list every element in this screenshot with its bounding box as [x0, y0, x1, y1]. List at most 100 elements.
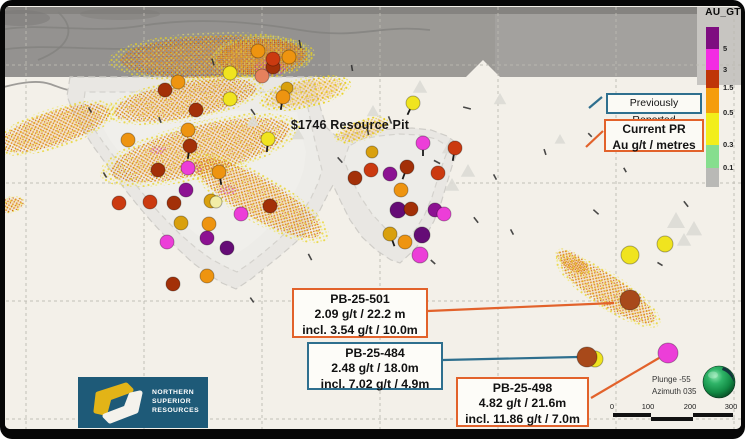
drill-collar-dot — [178, 182, 194, 198]
drill-collar-dot — [111, 195, 127, 211]
included-intercept-line: incl. 7.02 g/t / 4.9m — [320, 376, 430, 391]
annotation-pb-25-501: PB-25-501 2.09 g/t / 22.2 m incl. 3.54 g… — [292, 288, 428, 338]
drill-collar-dot — [436, 206, 452, 222]
drill-collar-dot — [173, 215, 189, 231]
orientation-indicator: Plunge -55 Azimuth 035 — [652, 365, 736, 399]
legend-swatch — [706, 113, 719, 145]
sample-leader-line — [588, 96, 603, 109]
drill-collar-dot — [233, 206, 249, 222]
drill-collar-dot — [159, 234, 175, 250]
company-logo: NORTHERN SUPERIOR RESOURCES — [78, 377, 208, 428]
drill-collar-dot — [393, 182, 409, 198]
drill-collar-dot — [199, 268, 215, 284]
logo-mark-icon — [93, 382, 143, 423]
drill-collar-dot — [413, 226, 431, 244]
legend-label: 1.5 — [723, 83, 734, 92]
drill-collar-dot — [222, 91, 238, 107]
drill-collar-dot — [260, 131, 276, 147]
svg-text:100: 100 — [642, 402, 655, 411]
legend-swatch — [706, 70, 719, 88]
svg-text:Plunge -55: Plunge -55 — [652, 375, 691, 384]
drill-collar-dot — [120, 132, 136, 148]
annotation-leader-line — [590, 357, 660, 399]
drill-collar-dot — [142, 194, 158, 210]
drill-collar-dot — [180, 122, 196, 138]
drill-collar-dot — [382, 226, 398, 242]
svg-text:Azimuth 035: Azimuth 035 — [652, 387, 697, 396]
svg-text:200: 200 — [684, 402, 697, 411]
annotation-pb-25-498: PB-25-498 4.82 g/t / 21.6m incl. 11.86 g… — [456, 377, 589, 427]
drill-collar-dot — [620, 245, 640, 265]
annotation-leader-line — [442, 355, 579, 362]
drill-collar-dot — [347, 170, 363, 186]
drill-collar-dot — [265, 51, 281, 67]
drill-collar-dot — [170, 74, 186, 90]
drill-collar-dot — [619, 289, 641, 311]
drill-results-map: 0 100 200 300 Plunge -55 Azimuth 035 $1746 Re… — [5, 6, 741, 429]
svg-text:300: 300 — [725, 402, 738, 411]
drill-collar-dot — [157, 82, 173, 98]
leader-lines — [427, 96, 660, 399]
drill-collar-dot — [656, 235, 674, 253]
legend-label: 0.5 — [723, 108, 734, 117]
drill-collar-dot — [166, 195, 182, 211]
drill-collar-dot — [411, 246, 429, 264]
drill-collar-dot — [188, 102, 204, 118]
drill-collar-dot — [397, 234, 413, 250]
svg-text:0: 0 — [610, 402, 614, 411]
heat-blob — [334, 116, 390, 144]
legend-title: AU_GT — [705, 7, 741, 18]
logo-text: NORTHERN SUPERIOR RESOURCES — [152, 389, 200, 414]
drill-collar-dot — [275, 89, 291, 105]
drill-collar-dot — [201, 216, 217, 232]
legend-swatch — [706, 27, 719, 49]
drill-collar-dot — [447, 140, 463, 156]
annotation-leader-line — [427, 301, 615, 313]
gold-grade-legend: 5 3 1.5 0.5 0.3 0.1 — [706, 27, 741, 187]
drill-collar-dot — [209, 195, 223, 209]
map-canvas: 0 100 200 300 Plunge -55 Azimuth 035 — [5, 6, 741, 429]
legend-label: 5 — [723, 44, 728, 53]
drill-collar-dot — [399, 159, 415, 175]
legend-label: 0.1 — [723, 163, 734, 172]
sample-leader-line — [585, 130, 604, 148]
drill-collar-dot — [254, 68, 270, 84]
annotation-pb-25-484: PB-25-484 2.48 g/t / 18.0m incl. 7.02 g/… — [307, 342, 443, 391]
orientation-sphere-icon — [702, 365, 736, 399]
drill-collar-dot — [363, 162, 379, 178]
legend-swatch — [706, 145, 719, 168]
drill-collar-dot — [182, 138, 198, 154]
key-current-pr: Current PR Au g/t / metres — [604, 119, 704, 152]
heat-blob — [105, 74, 265, 126]
drill-collar-dot — [199, 230, 215, 246]
drill-collar-dot — [281, 49, 297, 65]
legend-label: 3 — [723, 65, 728, 74]
heat-blob — [5, 196, 26, 214]
legend-label: 0.3 — [723, 140, 734, 149]
drill-collar-dot — [150, 162, 166, 178]
intercept-line: 2.09 g/t / 22.2 m — [314, 307, 406, 322]
drill-collar-dot — [262, 198, 278, 214]
key-current-pr-line1: Current PR — [622, 122, 686, 136]
drill-collar-dot — [250, 43, 266, 59]
drill-collar-dot — [165, 276, 181, 292]
drill-collar-dot — [211, 164, 227, 180]
resource-pit-label: $1746 Resource Pit — [290, 118, 410, 132]
scale-bar: 0 100 200 300 — [610, 402, 737, 421]
drill-collar-dot — [657, 342, 679, 364]
key-current-pr-line2: Au g/t / metres — [612, 137, 696, 152]
drillhole-id: PB-25-501 — [330, 292, 390, 306]
drill-collar-dot — [180, 160, 196, 176]
drillhole-id: PB-25-498 — [492, 381, 553, 395]
legend-swatch — [706, 88, 719, 113]
intercept-line: 4.82 g/t / 21.6m — [478, 396, 567, 411]
legend-swatch — [706, 49, 719, 70]
included-intercept-line: incl. 3.54 g/t / 10.0m — [302, 322, 418, 337]
heat-blob — [555, 248, 591, 276]
drill-collar-dot — [576, 346, 598, 368]
drill-collar-dot — [382, 166, 398, 182]
drill-collar-dot — [219, 240, 235, 256]
drill-collar-dot — [415, 135, 431, 151]
drill-collar-dot — [403, 201, 419, 217]
